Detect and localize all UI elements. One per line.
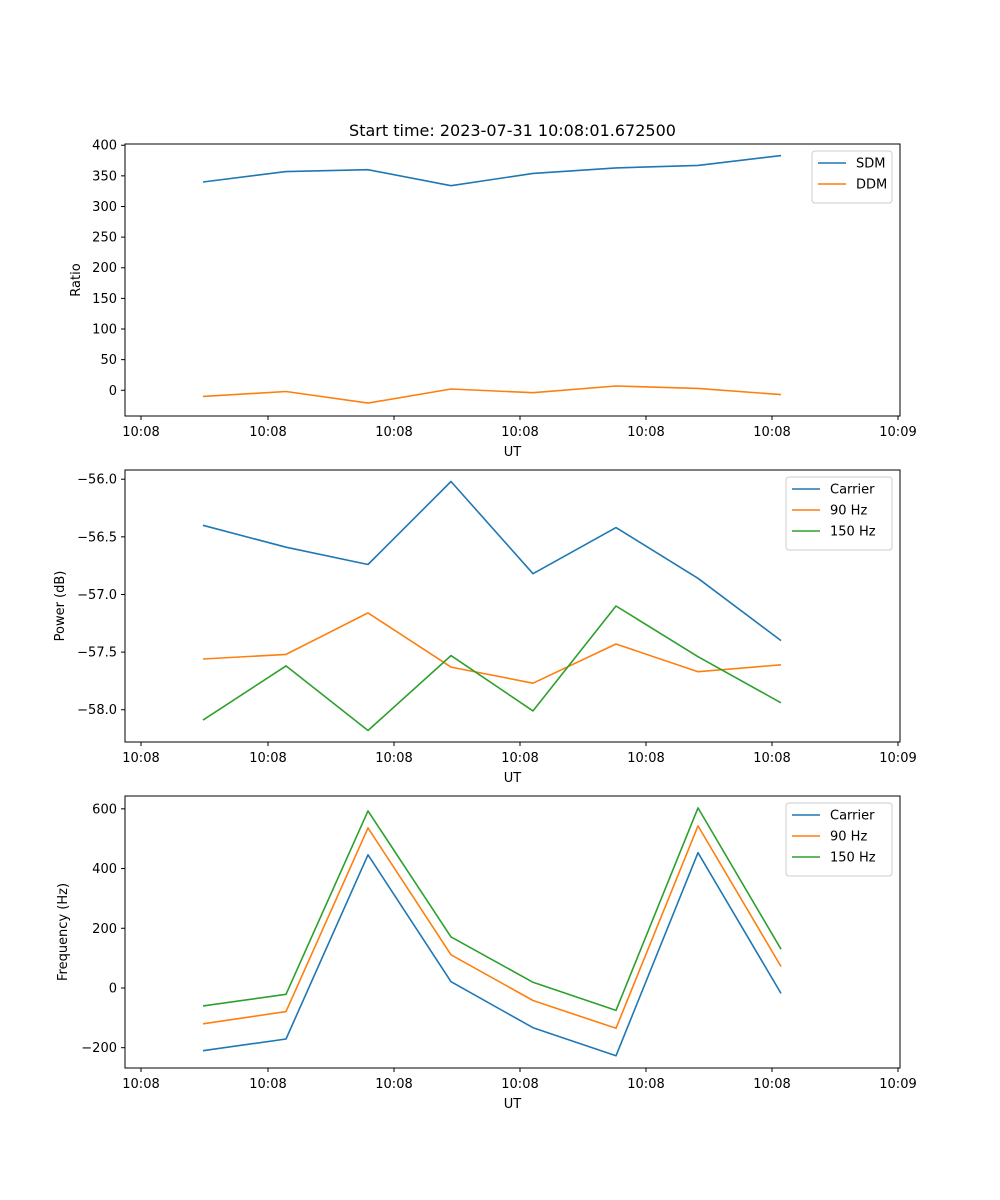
y-tick-label-power: −58.0 xyxy=(77,703,117,718)
x-tick-label-ratio: 10:08 xyxy=(753,425,790,440)
y-tick-label-frequency: 600 xyxy=(92,802,117,817)
subplot-frequency: UT Frequency (Hz) 10:08 10:08 10:08 10:08 10… xyxy=(56,795,917,1112)
series-line-power-carrier xyxy=(202,480,782,642)
y-tick-label-ratio: 250 xyxy=(92,231,117,246)
series-line-power-90-hz xyxy=(202,612,782,685)
legend-label-power: Carrier xyxy=(830,483,875,498)
x-tick-label-ratio: 10:08 xyxy=(249,425,286,440)
x-tick-label-power: 10:08 xyxy=(753,751,790,766)
x-tick-label-ratio: 10:09 xyxy=(879,425,916,440)
x-tick-label-frequency: 10:08 xyxy=(501,1077,538,1092)
legend-label-ratio: DDM xyxy=(856,178,887,193)
y-tick-label-frequency: 200 xyxy=(92,922,117,937)
x-axis-label-frequency: UT xyxy=(504,1097,522,1112)
x-tick-label-power: 10:08 xyxy=(627,751,664,766)
series-line-power-150-hz xyxy=(202,605,782,732)
x-axis-label-ratio: UT xyxy=(504,445,522,460)
y-tick-label-ratio: 50 xyxy=(100,353,117,368)
y-tick-label-ratio: 350 xyxy=(92,169,117,184)
y-tick-label-ratio: 400 xyxy=(92,139,117,154)
legend-label-power: 90 Hz xyxy=(830,504,867,519)
x-tick-label-frequency: 10:08 xyxy=(249,1077,286,1092)
subplot-ratio: UT Ratio 10:08 10:08 10:08 10:08 10:08 10:08 1… xyxy=(69,139,917,460)
plot-area-power xyxy=(124,469,901,743)
x-tick-label-frequency: 10:08 xyxy=(627,1077,664,1092)
series-line-frequency-90-hz xyxy=(202,825,782,1030)
y-tick-label-frequency: 400 xyxy=(92,862,117,877)
y-tick-label-power: −56.5 xyxy=(77,530,117,545)
y-tick-label-ratio: 100 xyxy=(92,323,117,338)
x-tick-label-frequency: 10:08 xyxy=(753,1077,790,1092)
x-tick-label-ratio: 10:08 xyxy=(627,425,664,440)
legend-label-ratio: SDM xyxy=(856,157,885,172)
subplot-power: UT Power (dB) 10:08 10:08 10:08 10:08 10:08 1… xyxy=(53,469,917,786)
legend-label-frequency: 90 Hz xyxy=(830,830,867,845)
series-line-ratio-sdm xyxy=(202,154,782,187)
y-tick-label-ratio: 200 xyxy=(92,261,117,276)
x-tick-label-frequency: 10:09 xyxy=(879,1077,916,1092)
plot-area-ratio xyxy=(124,143,901,417)
x-tick-label-power: 10:08 xyxy=(249,751,286,766)
x-tick-label-power: 10:08 xyxy=(122,751,159,766)
y-tick-label-ratio: 300 xyxy=(92,200,117,215)
y-tick-label-ratio: 150 xyxy=(92,292,117,307)
x-tick-label-power: 10:08 xyxy=(375,751,412,766)
legend-label-frequency: Carrier xyxy=(830,809,875,824)
legend-label-power: 150 Hz xyxy=(830,525,876,540)
legend-box-ratio xyxy=(811,150,893,204)
x-tick-label-power: 10:08 xyxy=(501,751,538,766)
series-line-ratio-ddm xyxy=(202,385,782,404)
series-line-frequency-150-hz xyxy=(202,807,782,1012)
x-tick-label-ratio: 10:08 xyxy=(122,425,159,440)
x-tick-label-power: 10:09 xyxy=(879,751,916,766)
x-tick-label-ratio: 10:08 xyxy=(501,425,538,440)
x-tick-label-frequency: 10:08 xyxy=(122,1077,159,1092)
y-axis-label-ratio: Ratio xyxy=(69,263,84,296)
y-tick-label-power: −57.0 xyxy=(77,588,117,603)
y-tick-label-power: −56.0 xyxy=(77,473,117,488)
y-tick-label-frequency: −200 xyxy=(81,1041,117,1056)
plot-area-frequency xyxy=(124,795,901,1069)
y-tick-label-frequency: 0 xyxy=(109,981,117,996)
x-tick-label-frequency: 10:08 xyxy=(375,1077,412,1092)
legend-ratio: SDM DDM xyxy=(811,150,893,204)
series-line-frequency-carrier xyxy=(202,851,782,1057)
x-tick-label-ratio: 10:08 xyxy=(375,425,412,440)
legend-frequency: Carrier 90 Hz 150 Hz xyxy=(785,802,893,877)
legend-power: Carrier 90 Hz 150 Hz xyxy=(785,476,893,551)
x-axis-label-power: UT xyxy=(504,771,522,786)
y-tick-label-power: −57.5 xyxy=(77,646,117,661)
y-axis-label-frequency: Frequency (Hz) xyxy=(56,883,71,981)
y-tick-label-ratio: 0 xyxy=(109,384,117,399)
figure-title: Start time: 2023-07-31 10:08:01.672500 xyxy=(349,121,676,140)
legend-label-frequency: 150 Hz xyxy=(830,851,876,866)
y-axis-label-power: Power (dB) xyxy=(53,571,68,642)
